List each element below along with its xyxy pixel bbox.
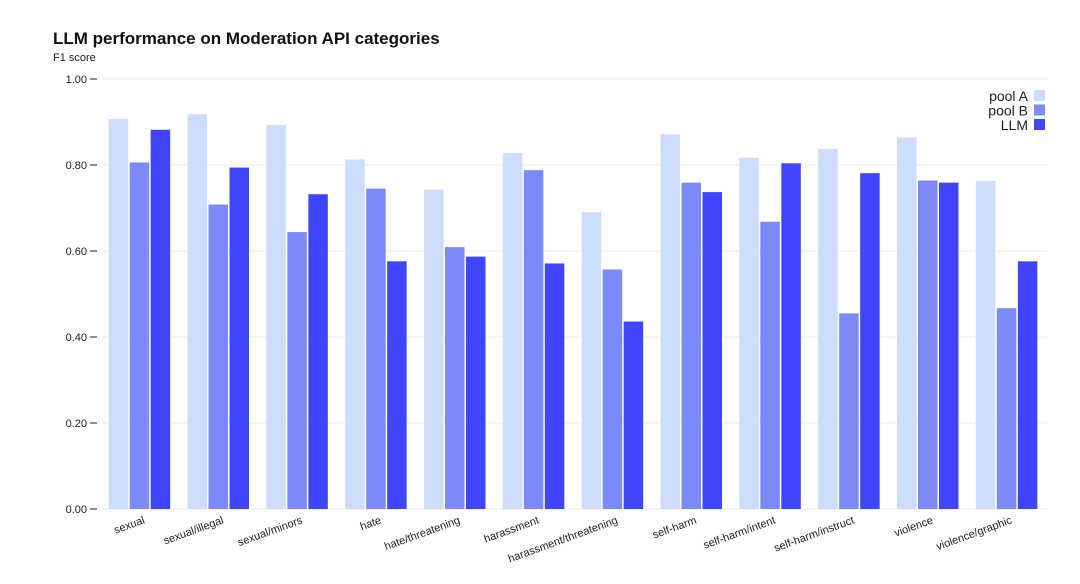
legend-label: LLM bbox=[1001, 117, 1028, 133]
bar-llm-harassment-threatening bbox=[623, 321, 644, 509]
x-tick-label: harassment bbox=[482, 515, 540, 546]
y-axis: 0.00 0.20 0.40 0.60 0.80 1.00 bbox=[66, 74, 97, 516]
bar-pool-b-harassment-threatening bbox=[602, 269, 623, 509]
y-axis-label: F1 score bbox=[53, 52, 96, 64]
bar-pool-b-sexual bbox=[129, 162, 150, 510]
bar-llm-self-harm bbox=[702, 192, 722, 509]
legend-swatch bbox=[1034, 104, 1045, 116]
bar-llm-violence bbox=[939, 182, 959, 509]
bar-pool-b-sexual-minors bbox=[287, 232, 307, 509]
bar-llm-sexual bbox=[150, 129, 171, 510]
y-tick-label: 0.60 bbox=[66, 246, 87, 258]
bar-pool-b-self-harm-intent bbox=[760, 221, 780, 509]
bar-pool-a-sexual bbox=[108, 118, 129, 510]
y-tick-label: 0.20 bbox=[66, 418, 87, 430]
bar-llm-sexual-illegal bbox=[229, 167, 249, 509]
bar-llm-self-harm-instruct bbox=[860, 173, 880, 510]
bar-pool-b-violence bbox=[918, 180, 938, 510]
y-tick-label: 0.40 bbox=[66, 332, 87, 344]
grid-lines bbox=[102, 78, 1048, 510]
bar-pool-b-self-harm-instruct bbox=[839, 313, 859, 509]
bar-llm-sexual-minors bbox=[308, 194, 328, 510]
bar-pool-a-self-harm bbox=[660, 134, 680, 509]
bar-pool-a-hate bbox=[345, 159, 365, 509]
legend-label: pool B bbox=[988, 103, 1028, 119]
y-tick-label: 1.00 bbox=[66, 74, 87, 86]
x-tick-label: hate bbox=[359, 515, 383, 534]
legend-swatch bbox=[1034, 119, 1045, 130]
legend-swatch bbox=[1034, 90, 1045, 101]
bar-pool-b-hate bbox=[366, 188, 386, 509]
x-tick-label: self-harm bbox=[651, 515, 698, 542]
x-tick-label: self-harm/intent bbox=[702, 515, 777, 552]
bar-pool-a-self-harm-intent bbox=[739, 157, 759, 509]
legend-label: pool A bbox=[989, 88, 1029, 104]
x-tick-label: self-harm/instruct bbox=[773, 515, 856, 555]
bars bbox=[108, 114, 1038, 510]
bar-pool-b-violence-graphic bbox=[996, 308, 1017, 509]
chart-title: LLM performance on Moderation API catego… bbox=[53, 29, 440, 48]
bar-pool-a-self-harm-instruct bbox=[818, 149, 838, 509]
bar-pool-a-violence-graphic bbox=[975, 180, 996, 509]
x-tick-label: sexual bbox=[112, 515, 146, 537]
x-tick-label: sexual/illegal bbox=[162, 515, 225, 548]
x-tick-label: violence/graphic bbox=[935, 514, 1014, 553]
x-axis: sexual sexual/illegal sexual/minors hate hat… bbox=[112, 514, 1014, 565]
bar-pool-a-violence bbox=[897, 137, 917, 510]
bar-pool-a-harassment bbox=[502, 152, 523, 509]
bar-pool-b-hate-threatening bbox=[445, 247, 465, 509]
bar-llm-self-harm-intent bbox=[781, 163, 801, 509]
bar-pool-a-hate-threatening bbox=[424, 189, 444, 509]
y-tick-label: 0.00 bbox=[66, 504, 87, 516]
bar-llm-harassment bbox=[544, 263, 565, 509]
x-tick-label: violence bbox=[893, 515, 935, 540]
y-tick-label: 0.80 bbox=[66, 160, 87, 172]
x-tick-label: hate/threatening bbox=[383, 515, 462, 553]
bar-pool-b-sexual-illegal bbox=[208, 204, 228, 509]
bar-pool-a-sexual-illegal bbox=[187, 114, 207, 509]
bar-pool-a-sexual-minors bbox=[266, 125, 286, 509]
bar-llm-hate bbox=[387, 261, 407, 509]
bar-llm-hate-threatening bbox=[466, 256, 486, 509]
bar-pool-b-self-harm bbox=[681, 182, 701, 509]
bar-pool-a-harassment-threatening bbox=[581, 212, 602, 510]
x-tick-label: sexual/minors bbox=[236, 514, 304, 549]
bar-pool-b-harassment bbox=[523, 170, 544, 509]
bar-llm-violence-graphic bbox=[1017, 261, 1038, 509]
